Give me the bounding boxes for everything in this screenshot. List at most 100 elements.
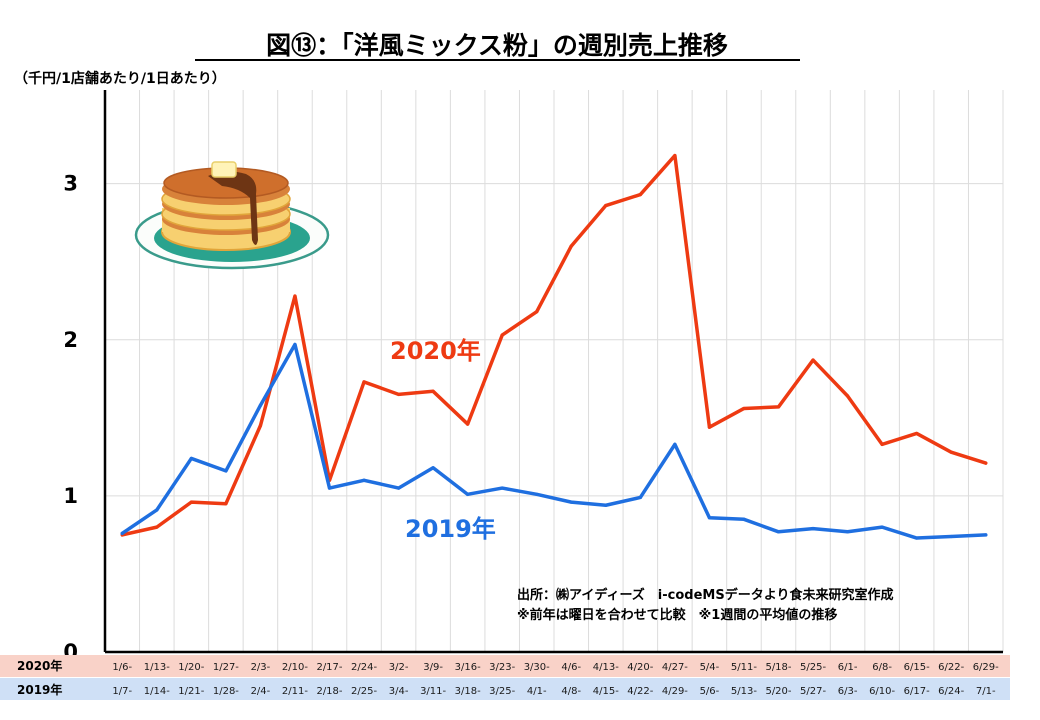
- data-point: [155, 525, 159, 529]
- x-tick-label-2019: 2/18-: [316, 686, 342, 697]
- y-tick-label: 3: [63, 172, 78, 196]
- row-label-2020: 2020年: [17, 658, 62, 673]
- data-point: [569, 244, 573, 248]
- data-point: [431, 466, 435, 470]
- data-point: [396, 486, 401, 490]
- x-tick-label-2019: 6/24-: [938, 686, 964, 697]
- data-point: [396, 392, 401, 397]
- x-tick-label-2019: 4/8-: [561, 686, 581, 697]
- x-tick-label-2019: 2/11-: [282, 686, 308, 697]
- series-label-2019: 2019年: [405, 515, 496, 543]
- data-point: [293, 342, 297, 347]
- data-point: [535, 310, 539, 314]
- data-point: [500, 486, 504, 490]
- x-tick-label-2020: 6/1-: [838, 662, 858, 673]
- series-label-2020: 2020年: [390, 337, 481, 365]
- row-label-2019: 2019年: [17, 682, 62, 697]
- x-tick-label-2019: 4/29-: [662, 686, 688, 697]
- x-tick-label-2020: 6/15-: [904, 662, 930, 673]
- data-point: [742, 517, 746, 521]
- data-point: [811, 527, 815, 531]
- x-tick-label-2020: 1/20-: [178, 662, 204, 673]
- data-point: [604, 503, 608, 507]
- data-point: [949, 534, 953, 539]
- axes: [103, 90, 1003, 654]
- x-tick-label-2020: 2/24-: [351, 662, 377, 673]
- series-layer: [120, 153, 988, 540]
- x-tick-label-2020: 3/30-: [524, 662, 550, 673]
- x-tick-label-2020: 3/9-: [423, 662, 443, 673]
- x-tick-label-2019: 5/27-: [800, 686, 826, 697]
- data-point: [258, 424, 263, 428]
- data-point: [466, 492, 470, 496]
- x-tick-label-2019: 3/11-: [420, 686, 446, 697]
- data-point: [984, 533, 988, 537]
- x-tick-label-2019: 1/21-: [178, 686, 204, 697]
- x-tick-label-2020: 1/27-: [213, 662, 239, 673]
- data-point: [535, 492, 539, 496]
- x-tick-label-2019: 3/18-: [455, 686, 481, 697]
- source-note: 出所：㈱アイディーズ i-codeMSデータより食未来研究室作成: [517, 587, 893, 603]
- x-tick-label-2020: 3/2-: [389, 662, 409, 673]
- data-point: [776, 405, 781, 409]
- data-point: [880, 442, 884, 446]
- x-ticks: 1/6- 1/13- 1/20- 1/27- 2/3- 2/10- 2/17- 2/24- 3/…: [112, 662, 999, 697]
- x-tick-label-2020: 4/6-: [561, 662, 581, 673]
- data-point: [707, 516, 712, 520]
- data-point: [949, 450, 953, 454]
- x-tick-label-2020: 4/13-: [593, 662, 619, 673]
- x-tick-label-2020: 4/20-: [627, 662, 653, 673]
- data-point: [811, 358, 815, 362]
- x-tick-label-2020: 6/8-: [872, 662, 892, 673]
- x-tick-label-2020: 6/29-: [973, 662, 999, 673]
- data-point: [845, 394, 850, 398]
- x-tick-label-2020: 6/22-: [938, 662, 964, 673]
- x-tick-label-2019: 5/20-: [765, 686, 791, 697]
- x-tick-label-2020: 2/3-: [251, 662, 271, 673]
- series-line-2019: [120, 342, 988, 540]
- data-point: [776, 530, 781, 534]
- data-point: [362, 478, 366, 482]
- x-tick-label-2019: 1/14-: [144, 686, 170, 697]
- x-tick-label-2020: 2/17-: [316, 662, 342, 673]
- data-point: [431, 389, 435, 393]
- x-tick-label-2020: 1/6-: [112, 662, 132, 673]
- x-tick-label-2020: 5/4-: [700, 662, 720, 673]
- x-tick-label-2019: 6/17-: [904, 686, 930, 697]
- data-point: [915, 431, 919, 436]
- x-tick-label-2019: 3/4-: [389, 686, 409, 697]
- data-point: [362, 380, 366, 384]
- series-line-2020: [120, 153, 988, 537]
- data-point: [569, 500, 573, 504]
- data-point: [500, 333, 504, 337]
- x-tick-label-2019: 6/3-: [838, 686, 858, 697]
- data-point: [327, 486, 332, 490]
- data-point: [638, 495, 642, 500]
- x-tick-label-2020: 4/27-: [662, 662, 688, 673]
- data-point: [915, 536, 919, 540]
- x-tick-label-2020: 5/25-: [800, 662, 826, 673]
- data-point: [293, 294, 297, 298]
- row-2019-band: [0, 678, 1010, 700]
- comparison-note: ※前年は曜日を合わせて比較 ※1週間の平均値の推移: [517, 607, 837, 623]
- data-point: [984, 461, 988, 465]
- data-point: [189, 456, 193, 461]
- x-tick-label-2019: 5/6-: [700, 686, 720, 697]
- data-point: [707, 425, 712, 429]
- x-tick-label-2019: 6/10-: [869, 686, 895, 697]
- x-tick-label-2020: 5/18-: [765, 662, 791, 673]
- x-tick-label-2019: 4/1-: [527, 686, 547, 697]
- x-tick-label-2020: 3/16-: [455, 662, 481, 673]
- data-point: [466, 422, 470, 426]
- y-tick-label: 1: [63, 484, 78, 508]
- data-point: [742, 406, 746, 411]
- data-point: [189, 500, 193, 504]
- data-point: [224, 502, 228, 506]
- data-point: [638, 192, 642, 197]
- data-point: [673, 442, 677, 446]
- data-point: [604, 203, 608, 208]
- x-tick-label-2020: 2/10-: [282, 662, 308, 673]
- chart-title: 図⑬：「洋風ミックス粉」の週別売上推移: [266, 31, 728, 60]
